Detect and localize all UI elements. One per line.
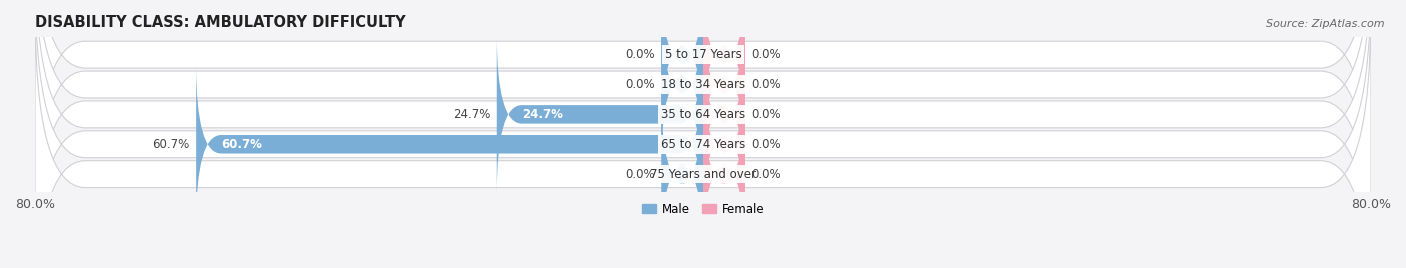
Text: Source: ZipAtlas.com: Source: ZipAtlas.com xyxy=(1267,19,1385,29)
Text: 60.7%: 60.7% xyxy=(152,138,190,151)
Text: 75 Years and over: 75 Years and over xyxy=(650,168,756,181)
Text: 0.0%: 0.0% xyxy=(624,78,655,91)
Text: 35 to 64 Years: 35 to 64 Years xyxy=(661,108,745,121)
Text: 0.0%: 0.0% xyxy=(751,138,782,151)
Text: 0.0%: 0.0% xyxy=(624,48,655,61)
Text: 65 to 74 Years: 65 to 74 Years xyxy=(661,138,745,151)
FancyBboxPatch shape xyxy=(35,0,1371,250)
FancyBboxPatch shape xyxy=(703,94,745,255)
FancyBboxPatch shape xyxy=(703,64,745,225)
Text: 0.0%: 0.0% xyxy=(751,48,782,61)
Legend: Male, Female: Male, Female xyxy=(637,198,769,220)
Text: 0.0%: 0.0% xyxy=(751,78,782,91)
Text: 0.0%: 0.0% xyxy=(751,108,782,121)
Text: 18 to 34 Years: 18 to 34 Years xyxy=(661,78,745,91)
FancyBboxPatch shape xyxy=(661,0,703,135)
FancyBboxPatch shape xyxy=(661,4,703,165)
FancyBboxPatch shape xyxy=(496,34,703,195)
FancyBboxPatch shape xyxy=(35,8,1371,268)
Text: 5 to 17 Years: 5 to 17 Years xyxy=(665,48,741,61)
FancyBboxPatch shape xyxy=(35,0,1371,268)
Text: 24.7%: 24.7% xyxy=(453,108,491,121)
Text: 0.0%: 0.0% xyxy=(624,168,655,181)
FancyBboxPatch shape xyxy=(35,0,1371,221)
FancyBboxPatch shape xyxy=(661,94,703,255)
Text: DISABILITY CLASS: AMBULATORY DIFFICULTY: DISABILITY CLASS: AMBULATORY DIFFICULTY xyxy=(35,15,405,30)
Text: 24.7%: 24.7% xyxy=(522,108,562,121)
FancyBboxPatch shape xyxy=(703,4,745,165)
FancyBboxPatch shape xyxy=(35,0,1371,268)
Text: 0.0%: 0.0% xyxy=(751,168,782,181)
FancyBboxPatch shape xyxy=(197,64,703,225)
FancyBboxPatch shape xyxy=(703,0,745,135)
FancyBboxPatch shape xyxy=(703,34,745,195)
Text: 60.7%: 60.7% xyxy=(221,138,262,151)
